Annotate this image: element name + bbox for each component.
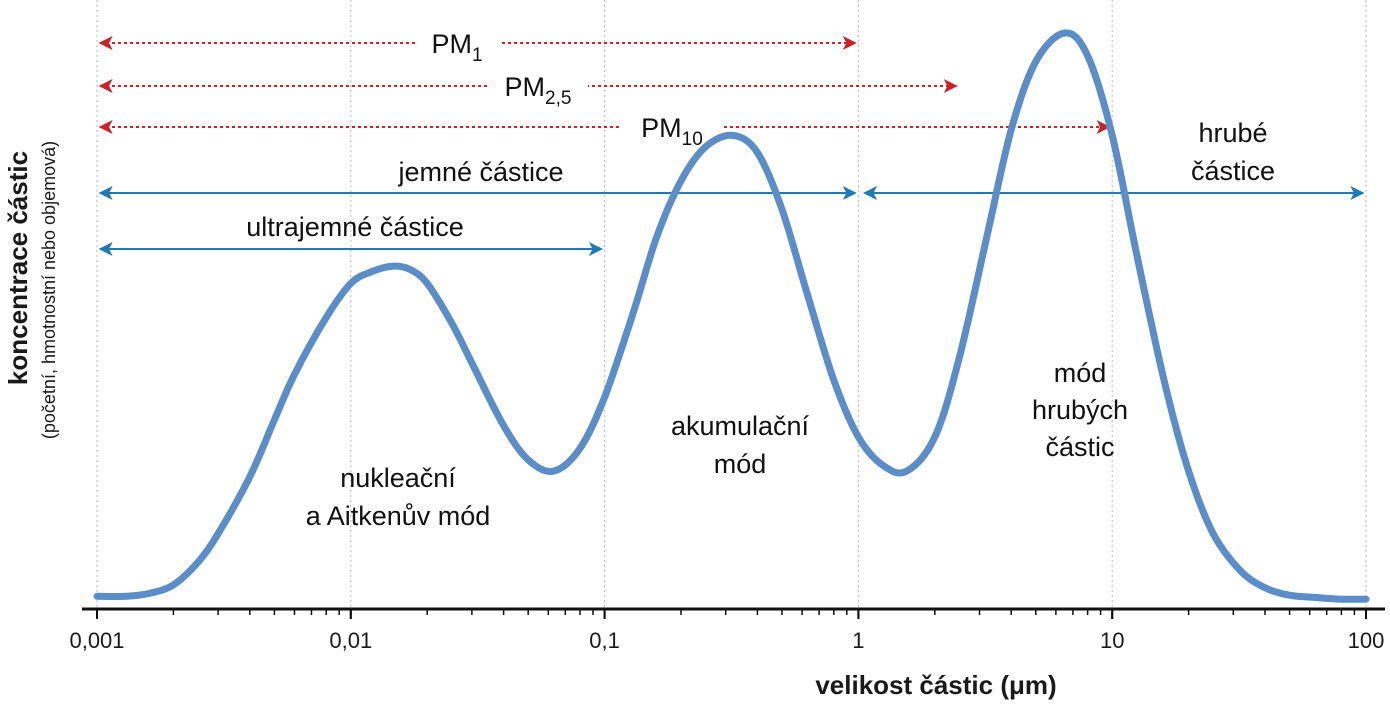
x-tick-label: 10	[1100, 628, 1124, 653]
fine-particles-label: jemné částice	[397, 157, 563, 187]
mode-annotations: nukleační a Aitkenův mód akumulační mód …	[306, 358, 1128, 531]
x-tick-label: 0,001	[69, 628, 124, 653]
nucleation-mode-label-1: nukleační	[340, 463, 456, 493]
x-axis: 0,001 0,01 0,1 1 10 100	[69, 607, 1385, 653]
accumulation-mode-label-1: akumulační	[671, 411, 810, 441]
pm1-label: PM1	[431, 29, 482, 66]
distribution-curve	[93, 29, 1370, 603]
pm1-label-bg	[415, 23, 499, 63]
pm10-label-bg	[622, 107, 722, 147]
x-axis-title: velikost částic (μm)	[815, 670, 1056, 700]
coarse-particles-label-2: částice	[1191, 156, 1275, 186]
ultrafine-particles-label: ultrajemné částice	[246, 212, 464, 242]
pm2-5-label: PM2,5	[505, 72, 572, 109]
y-axis-title: koncentrace částic	[3, 151, 33, 385]
coarse-mode-label-3: částic	[1045, 432, 1114, 462]
y-axis-subtitle: (početní, hmotnostní nebo objemová)	[39, 141, 59, 439]
coarse-mode-label-2: hrubých	[1032, 395, 1128, 425]
x-tick-label: 0,01	[329, 628, 372, 653]
coarse-particles-label-1: hrubé	[1198, 118, 1267, 148]
x-tick-label: 1	[852, 628, 864, 653]
x-tick-label: 100	[1348, 628, 1385, 653]
nucleation-mode-label-2: a Aitkenův mód	[306, 501, 491, 531]
pm10-label: PM10	[641, 113, 703, 150]
coarse-mode-label-1: mód	[1054, 358, 1107, 388]
accumulation-mode-label-2: mód	[714, 449, 767, 479]
grid-lines	[96, 0, 1367, 609]
x-tick-label: 0,1	[589, 628, 620, 653]
pm2-5-label-bg	[488, 66, 588, 106]
size-ranges: PM1 PM2,5 PM10 jemné částice ultrajemné část…	[98, 23, 1365, 256]
